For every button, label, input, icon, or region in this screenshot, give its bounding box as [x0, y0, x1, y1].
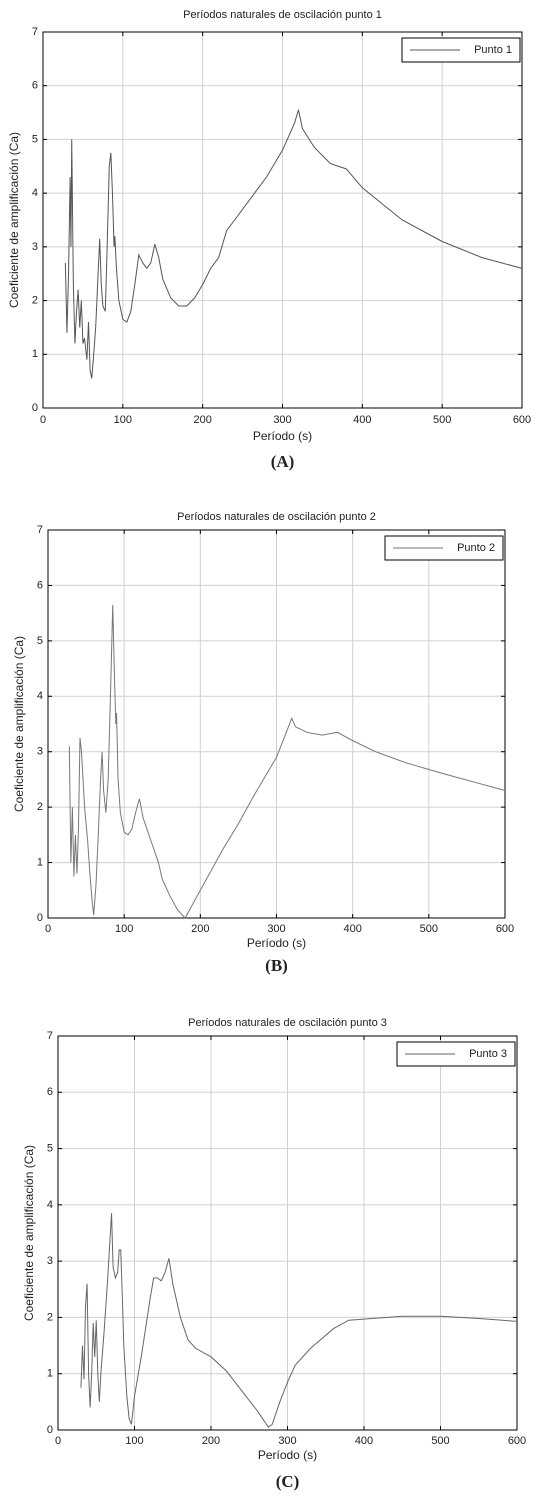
chart: 0 100 200 300 400 500 600 0 1 2 3 4 5 6 7 Períodos natu…	[22, 1017, 526, 1491]
legend: Punto 2	[384, 535, 504, 561]
y-tick-label: 1	[32, 348, 38, 360]
x-tick-label: 100	[125, 1435, 143, 1447]
x-axis-label: Período (s)	[247, 936, 306, 950]
y-tick-label: 7	[37, 524, 43, 536]
y-tick-label: 4	[32, 187, 38, 199]
x-tick-label: 0	[40, 414, 46, 426]
y-tick-label: 7	[47, 1030, 53, 1042]
x-tick-label: 300	[278, 1435, 296, 1447]
x-tick-label: 0	[45, 923, 51, 935]
y-tick-label: 0	[37, 912, 43, 924]
y-tick-label: 3	[32, 241, 38, 253]
y-tick-label: 4	[37, 690, 43, 702]
x-tick-label: 500	[420, 923, 438, 935]
y-tick-label: 2	[47, 1311, 53, 1323]
y-tick-label: 2	[37, 801, 43, 813]
y-tick-label: 7	[32, 26, 38, 38]
y-tick-label: 1	[47, 1368, 53, 1380]
x-tick-label: 200	[202, 1435, 220, 1447]
y-axis-label: Coeficiente de amplificación (Ca)	[22, 1145, 36, 1321]
x-tick-label: 300	[267, 923, 285, 935]
x-tick-label: 400	[355, 1435, 373, 1447]
x-tick-label: 500	[433, 414, 451, 426]
y-tick-label: 6	[47, 1086, 53, 1098]
caption: (A)	[271, 452, 295, 471]
y-tick-label: 3	[47, 1255, 53, 1267]
x-tick-label: 200	[193, 414, 211, 426]
x-tick-label: 100	[114, 414, 132, 426]
y-tick-label: 0	[32, 402, 38, 414]
chart: 0 100 200 300 400 500 600 0 1 2 3 4 5 6 7 Períodos natu…	[12, 511, 514, 975]
chart-title: Períodos naturales de oscilación punto 3	[188, 1017, 387, 1029]
data-line	[68, 604, 506, 919]
x-axis-label: Período (s)	[253, 429, 312, 443]
legend-label: Punto 1	[474, 44, 512, 56]
legend: Punto 1	[401, 37, 521, 63]
legend-label: Punto 2	[457, 542, 495, 554]
chart-title: Períodos naturales de oscilación punto 2	[177, 511, 376, 523]
axes-frame	[42, 31, 523, 409]
x-tick-label: 200	[191, 923, 209, 935]
x-tick-label: 400	[343, 923, 361, 935]
x-tick-label: 100	[115, 923, 133, 935]
chart: 0 100 200 300 400 500 600 0 1 2 3 4 5 6 7 Períodos natu…	[7, 9, 531, 471]
x-tick-label: 0	[55, 1435, 61, 1447]
chart-title: Períodos naturales de oscilación punto 1	[183, 9, 382, 21]
x-tick-label: 300	[273, 414, 291, 426]
y-tick-label: 6	[32, 80, 38, 92]
y-tick-label: 6	[37, 579, 43, 591]
axes-frame	[47, 529, 506, 919]
legend-label: Punto 3	[469, 1048, 507, 1060]
y-tick-label: 3	[37, 746, 43, 758]
caption: (B)	[265, 956, 288, 975]
y-tick-label: 5	[37, 635, 43, 647]
x-tick-label: 600	[508, 1435, 526, 1447]
y-tick-label: 1	[37, 856, 43, 868]
y-tick-label: 5	[47, 1142, 53, 1154]
y-tick-label: 0	[47, 1424, 53, 1436]
data-line	[80, 1213, 518, 1428]
y-tick-label: 2	[32, 294, 38, 306]
caption: (C)	[276, 1472, 300, 1491]
x-axis-label: Período (s)	[258, 1448, 317, 1462]
legend: Punto 3	[396, 1041, 516, 1067]
x-tick-label: 600	[496, 923, 514, 935]
axes-frame	[57, 1035, 518, 1431]
x-tick-label: 500	[431, 1435, 449, 1447]
y-tick-label: 5	[32, 133, 38, 145]
y-axis-label: Coeficiente de amplificación (Ca)	[12, 636, 26, 812]
y-tick-label: 4	[47, 1199, 53, 1211]
x-tick-label: 600	[513, 414, 531, 426]
x-tick-label: 400	[353, 414, 371, 426]
y-axis-label: Coeficiente de amplificación (Ca)	[7, 132, 21, 308]
data-line	[64, 109, 523, 379]
